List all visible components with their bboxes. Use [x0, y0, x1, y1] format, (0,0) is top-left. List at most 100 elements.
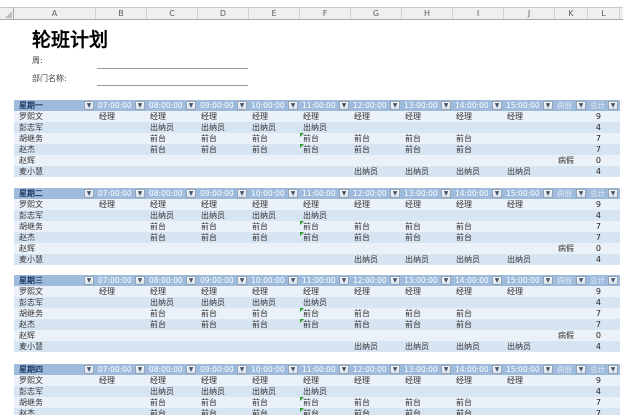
sick-leave-header-cell[interactable]: 病假 — [557, 101, 572, 110]
shift-cell[interactable]: 经理 — [150, 112, 166, 121]
select-all-button[interactable] — [0, 7, 14, 20]
time-header-cell[interactable]: 13:00:00 — [404, 189, 438, 198]
shift-cell[interactable]: 出纳员 — [150, 387, 174, 396]
shift-cell[interactable]: 前台 — [354, 409, 370, 415]
employee-name-cell[interactable]: 赵辉 — [19, 244, 35, 253]
filter-button[interactable]: ▼ — [441, 365, 451, 374]
time-header-cell[interactable]: 13:00:00 — [404, 276, 438, 285]
shift-cell[interactable]: 出纳员 — [507, 167, 531, 176]
time-header-cell[interactable]: 11:00:00 — [302, 276, 336, 285]
total-cell[interactable]: 7 — [595, 233, 601, 242]
time-header-cell[interactable]: 09:00:00 — [200, 101, 234, 110]
shift-cell[interactable]: 前台 — [201, 134, 217, 143]
time-header-cell[interactable]: 13:00:00 — [404, 365, 438, 374]
shift-cell[interactable]: 前台 — [252, 398, 268, 407]
filter-button[interactable]: ▼ — [288, 101, 298, 110]
shift-cell[interactable]: 前台 — [405, 409, 421, 415]
shift-cell[interactable]: 出纳员 — [303, 123, 327, 132]
filter-button[interactable]: ▼ — [237, 189, 247, 198]
sick-leave-cell[interactable]: 病假 — [558, 331, 574, 340]
shift-cell[interactable]: 前台 — [354, 398, 370, 407]
shift-cell[interactable]: 前台 — [150, 233, 166, 242]
day-name-cell[interactable]: 星期二 — [19, 189, 43, 198]
time-header-cell[interactable]: 11:00:00 — [302, 365, 336, 374]
shift-cell[interactable]: 前台 — [201, 309, 217, 318]
shift-cell[interactable]: 前台 — [303, 145, 319, 154]
shift-cell[interactable]: 出纳员 — [354, 255, 378, 264]
total-cell[interactable]: 4 — [595, 123, 601, 132]
time-header-cell[interactable]: 10:00:00 — [251, 101, 285, 110]
column-header-E[interactable]: E — [249, 8, 300, 19]
shift-cell[interactable]: 经理 — [507, 200, 523, 209]
column-header-D[interactable]: D — [198, 8, 249, 19]
time-header-cell[interactable]: 10:00:00 — [251, 189, 285, 198]
shift-cell[interactable]: 前台 — [303, 320, 319, 329]
filter-button[interactable]: ▼ — [576, 276, 586, 285]
shift-cell[interactable]: 前台 — [456, 409, 472, 415]
shift-cell[interactable]: 出纳员 — [456, 255, 480, 264]
shift-cell[interactable]: 前台 — [303, 409, 319, 415]
time-header-cell[interactable]: 08:00:00 — [149, 101, 183, 110]
time-header-cell[interactable]: 07:00:00 — [98, 276, 132, 285]
shift-cell[interactable]: 出纳员 — [507, 342, 531, 351]
employee-name-cell[interactable]: 胡继务 — [19, 309, 43, 318]
filter-button[interactable]: ▼ — [441, 189, 451, 198]
employee-name-cell[interactable]: 彭志军 — [19, 211, 43, 220]
shift-cell[interactable]: 出纳员 — [201, 387, 225, 396]
column-header-A[interactable]: A — [14, 8, 96, 19]
shift-cell[interactable]: 前台 — [201, 233, 217, 242]
column-header-L[interactable]: L — [588, 8, 620, 19]
filter-button[interactable]: ▼ — [608, 189, 618, 198]
filter-button[interactable]: ▼ — [492, 365, 502, 374]
total-cell[interactable]: 7 — [595, 145, 601, 154]
employee-name-cell[interactable]: 赵辉 — [19, 156, 35, 165]
shift-cell[interactable]: 出纳员 — [405, 342, 429, 351]
filter-button[interactable]: ▼ — [186, 276, 196, 285]
filter-button[interactable]: ▼ — [608, 365, 618, 374]
shift-cell[interactable]: 前台 — [303, 398, 319, 407]
total-header-cell[interactable]: 总计 — [590, 365, 605, 374]
sick-leave-header-cell[interactable]: 病假 — [557, 276, 572, 285]
total-header-cell[interactable]: 总计 — [590, 189, 605, 198]
shift-cell[interactable]: 出纳员 — [252, 387, 276, 396]
total-cell[interactable]: 9 — [595, 112, 601, 121]
filter-button[interactable]: ▼ — [288, 365, 298, 374]
shift-cell[interactable]: 前台 — [150, 134, 166, 143]
employee-name-cell[interactable]: 麦小慧 — [19, 167, 43, 176]
shift-cell[interactable]: 出纳员 — [150, 123, 174, 132]
filter-button[interactable]: ▼ — [84, 189, 94, 198]
shift-cell[interactable]: 出纳员 — [507, 255, 531, 264]
filter-button[interactable]: ▼ — [492, 101, 502, 110]
time-header-cell[interactable]: 15:00:00 — [506, 189, 540, 198]
shift-cell[interactable]: 前台 — [456, 320, 472, 329]
filter-button[interactable]: ▼ — [441, 101, 451, 110]
shift-cell[interactable]: 出纳员 — [405, 255, 429, 264]
total-cell[interactable]: 4 — [595, 387, 601, 396]
filter-button[interactable]: ▼ — [288, 276, 298, 285]
shift-cell[interactable]: 出纳员 — [201, 123, 225, 132]
shift-cell[interactable]: 经理 — [201, 376, 217, 385]
filter-button[interactable]: ▼ — [186, 101, 196, 110]
time-header-cell[interactable]: 15:00:00 — [506, 101, 540, 110]
shift-cell[interactable]: 前台 — [150, 398, 166, 407]
total-cell[interactable]: 4 — [595, 211, 601, 220]
total-cell[interactable]: 0 — [595, 331, 601, 340]
filter-button[interactable]: ▼ — [339, 189, 349, 198]
shift-cell[interactable]: 出纳员 — [252, 298, 276, 307]
time-header-cell[interactable]: 13:00:00 — [404, 101, 438, 110]
filter-button[interactable]: ▼ — [135, 276, 145, 285]
shift-cell[interactable]: 前台 — [252, 409, 268, 415]
time-header-cell[interactable]: 12:00:00 — [353, 276, 387, 285]
filter-button[interactable]: ▼ — [135, 365, 145, 374]
shift-cell[interactable]: 经理 — [405, 376, 421, 385]
shift-cell[interactable]: 经理 — [405, 200, 421, 209]
shift-cell[interactable]: 出纳员 — [150, 211, 174, 220]
shift-cell[interactable]: 经理 — [456, 287, 472, 296]
shift-cell[interactable]: 前台 — [405, 145, 421, 154]
shift-cell[interactable]: 出纳员 — [303, 387, 327, 396]
shift-cell[interactable]: 前台 — [252, 134, 268, 143]
column-header-H[interactable]: H — [402, 8, 453, 19]
shift-cell[interactable]: 经理 — [150, 200, 166, 209]
employee-name-cell[interactable]: 彭志军 — [19, 298, 43, 307]
filter-button[interactable]: ▼ — [186, 365, 196, 374]
